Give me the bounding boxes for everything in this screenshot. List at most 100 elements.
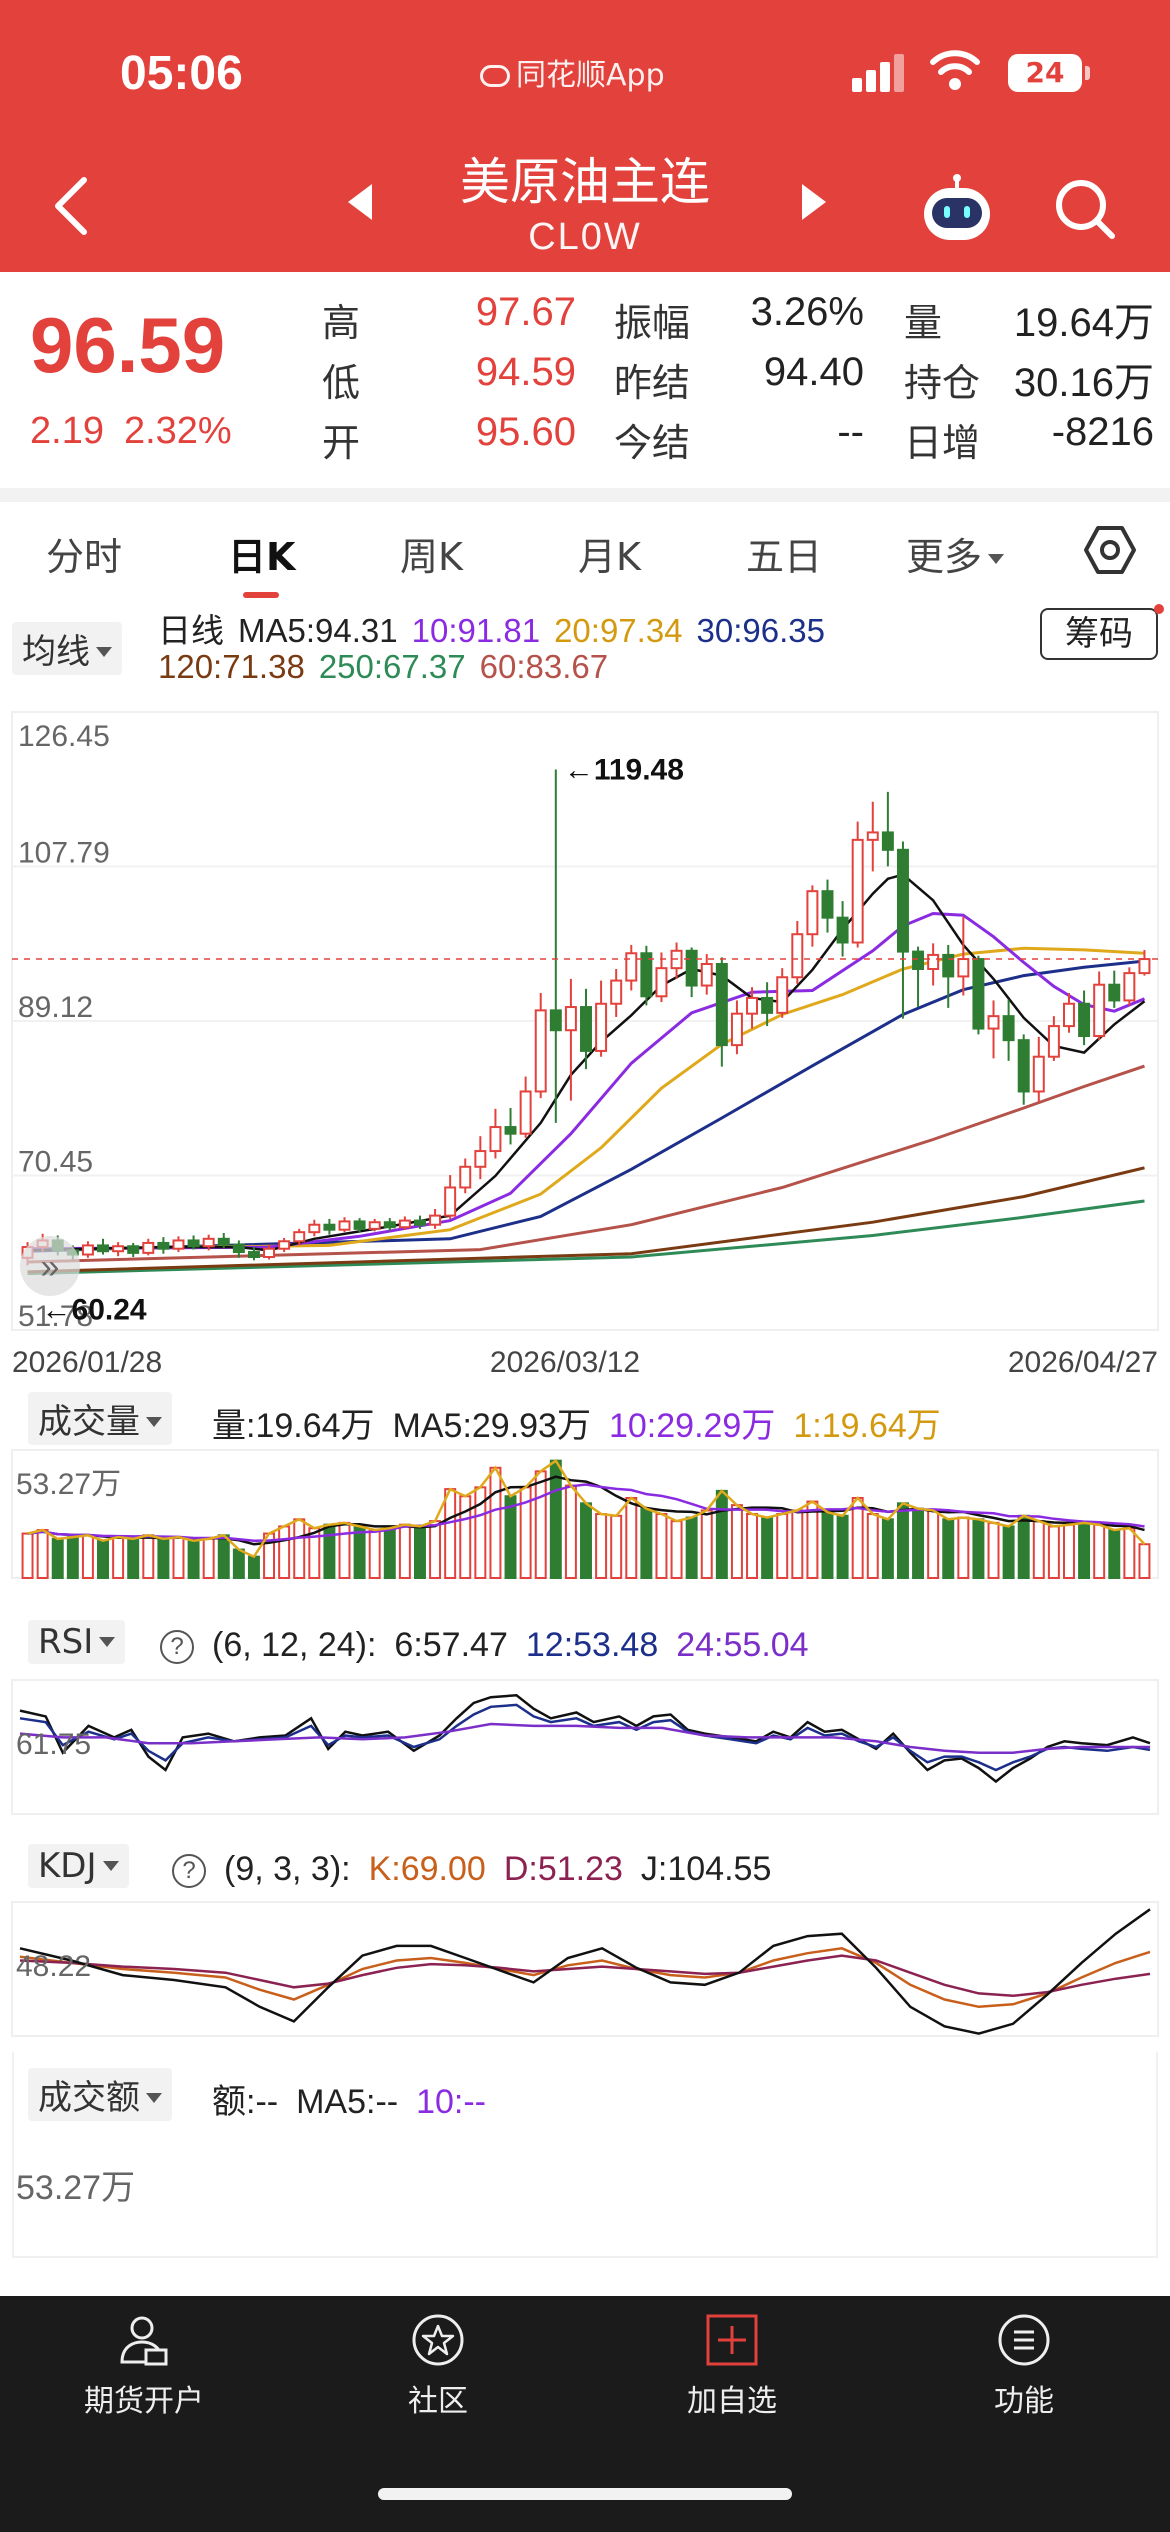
kdjchart-series-line [19,1947,1151,2009]
y-axis-tick: 89.12 [18,991,93,1024]
kdj-selector-label: KDJ [38,1846,97,1886]
cloud-icon [480,65,510,87]
open-label: 开 [322,421,361,465]
ma-legend-row-2: 120:71.38 250:67.37 60:83.67 [158,648,622,686]
nav-label: 社区 [408,2384,468,2419]
candle-body [972,958,985,1030]
ma10-value: 10:91.81 [411,612,541,649]
candle-body [927,953,940,970]
volume-bar [700,1509,713,1579]
volume-bar [912,1507,925,1580]
kdj-legend: ? (9, 3, 3): K:69.00 D:51.23 J:104.55 [172,1850,789,1889]
candle-body [610,979,623,1005]
ma30-value: 30:96.35 [696,612,826,649]
volume-bar [232,1548,245,1580]
volume-bar [1002,1525,1015,1579]
kdj-j-value: J:104.55 [640,1850,772,1888]
volume-bar [685,1516,698,1579]
volume-bar [564,1484,577,1579]
tab-monthly-k[interactable]: 月K [578,535,641,579]
status-app-label: 同花顺App [516,58,665,93]
low-label: 低 [322,361,361,405]
notification-dot [1154,604,1164,614]
volume-bar [1063,1523,1075,1579]
tab-weekly-k[interactable]: 周K [400,535,463,579]
volume-bar [338,1521,351,1579]
rsichart-series-line [19,1694,1151,1784]
rsi-legend: ? (6, 12, 24): 6:57.47 12:53.48 24:55.04 [160,1626,827,1665]
kdj-indicator-selector[interactable]: KDJ [28,1844,129,1888]
rsichart-axis-tick: 61.75 [16,1728,91,1761]
candle-body [942,953,955,978]
search-icon[interactable] [1052,176,1118,242]
volume-bar [761,1516,774,1579]
kline-chart[interactable]: 126.45 107.79 89.12 70.45 51.78 ←119.48 ←60.24… [0,690,1170,1380]
tab-intraday[interactable]: 分时 [46,535,123,579]
volume-label: 量 [904,301,943,345]
rsi-indicator-selector[interactable]: RSI [28,1620,126,1664]
chart-settings-hexagon-icon[interactable] [1082,522,1138,578]
volume-bar [957,1516,970,1579]
next-contract-button[interactable] [790,180,834,224]
ma250-line [27,1199,1145,1276]
back-button[interactable] [48,176,98,236]
rsi-chart[interactable]: 61.75 [0,1676,1170,1818]
active-tab-indicator [243,592,279,598]
volume-bar [1108,1529,1121,1579]
kline-period-label: 日线 [158,612,224,649]
volume-indicator-selector[interactable]: 成交量 [28,1392,172,1445]
candle-body [715,963,728,1047]
volume-bar [1078,1521,1091,1579]
home-indicator [378,2488,792,2500]
nav-label: 加自选 [687,2384,777,2419]
low-value: 94.59 [475,350,576,394]
prev-settle-label: 昨结 [614,361,691,405]
volume-bar [66,1536,79,1580]
volume-bar [353,1525,366,1579]
help-icon[interactable]: ? [172,1854,206,1888]
tab-five-day[interactable]: 五日 [746,535,823,579]
turnover-indicator-selector[interactable]: 成交额 [28,2068,172,2121]
daily-oi-change-value: -8216 [1051,410,1154,454]
candle-body [987,1015,1000,1030]
candle-body [293,1231,306,1243]
indicator-selector[interactable]: 均线 [12,622,122,675]
chip-distribution-button[interactable]: 筹码 [1040,608,1158,660]
wifi-icon [930,50,980,90]
volume-bar [776,1513,789,1579]
nav-functions[interactable]: 功能 [924,2312,1124,2420]
ma250-value: 250:67.37 [318,648,466,685]
ai-assistant-robot-icon[interactable] [918,172,996,246]
candle-body [534,1009,547,1093]
candle-body [836,916,849,944]
volume-ma1: 1:19.64万 [793,1407,941,1445]
nav-community[interactable]: 社区 [338,2312,538,2420]
volume-bar [429,1520,442,1580]
volume-bar [1093,1523,1106,1579]
rsi-selector-label: RSI [38,1622,94,1662]
volume-bar [1123,1527,1136,1579]
indicator-selector-label: 均线 [22,632,90,672]
candle-body [142,1241,155,1254]
volume-bar [413,1525,426,1579]
candle-body [1093,983,1106,1038]
chevron-down-icon [146,2093,162,2103]
help-icon[interactable]: ? [160,1630,194,1664]
kdj-chart[interactable]: 48.22 [0,1898,1170,2040]
volume-bar [730,1504,743,1579]
chevron-down-icon [988,554,1005,564]
volume-legend: 量:19.64万 MA5:29.93万 10:29.29万 1:19.64万 [212,1398,959,1447]
candle-body [549,1009,562,1032]
kdjchart-frame [11,1901,1159,2037]
candle-body [1002,1015,1015,1042]
nav-futures-account[interactable]: 期货开户 [44,2312,244,2420]
volume-chart[interactable]: 53.27万 [0,1446,1170,1582]
prev-contract-button[interactable] [340,180,384,224]
tab-daily-k[interactable]: 日K [228,535,296,579]
candle-body [398,1219,411,1229]
chevron-down-icon [146,1417,162,1427]
volume-bar [670,1520,683,1580]
tab-more-label: 更多 [906,535,983,579]
tab-more[interactable]: 更多 [906,526,1005,581]
nav-add-watchlist[interactable]: 加自选 [632,2312,832,2420]
